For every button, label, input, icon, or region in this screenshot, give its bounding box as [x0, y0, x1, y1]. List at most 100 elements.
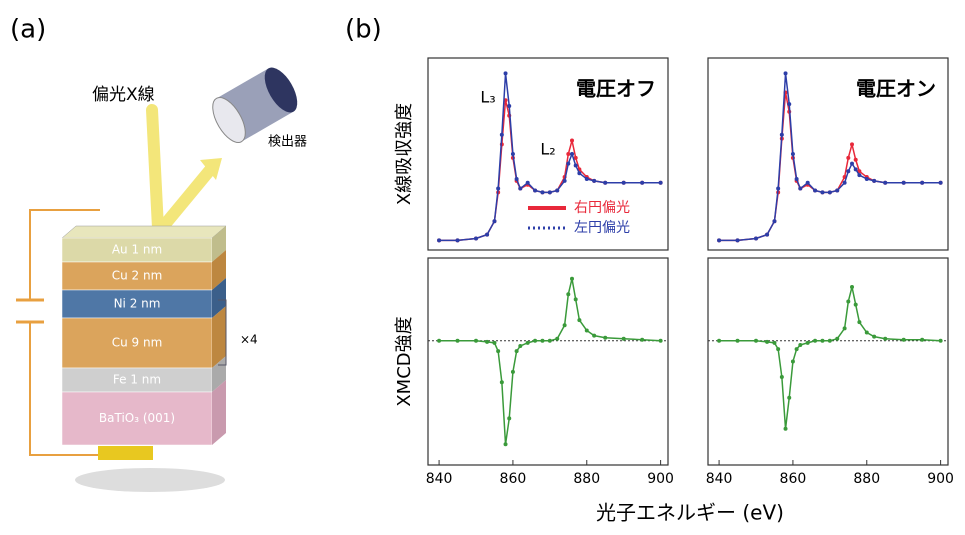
data-point — [798, 343, 802, 347]
legend-label: 右円偏光 — [574, 200, 630, 216]
data-point — [515, 349, 519, 353]
y-axis-label: X線吸収強度 — [394, 103, 415, 205]
data-point — [574, 297, 578, 301]
data-point — [791, 360, 795, 364]
data-point — [548, 190, 552, 194]
series-line — [719, 287, 941, 429]
data-point — [828, 339, 832, 343]
data-point — [474, 339, 478, 343]
data-point — [850, 285, 854, 289]
data-point — [456, 339, 460, 343]
data-point — [507, 104, 511, 108]
data-point — [555, 188, 559, 192]
data-point — [566, 152, 570, 156]
layer-label: Cu 9 nm — [112, 336, 163, 350]
data-point — [555, 337, 559, 341]
data-point — [939, 339, 943, 343]
page: {"figure_labels":["(a)","(b)"], "diagram… — [0, 0, 965, 535]
layer-label: Cu 2 nm — [112, 269, 163, 283]
data-point — [854, 167, 858, 171]
x-tick-label: 880 — [853, 471, 880, 487]
data-point — [798, 187, 802, 191]
data-point — [566, 162, 570, 166]
beam-in — [152, 110, 158, 228]
data-point — [518, 344, 522, 348]
x-tick-label: 860 — [780, 471, 807, 487]
data-point — [835, 188, 839, 192]
panel-label: (b) — [345, 15, 382, 45]
data-point — [795, 347, 799, 351]
beam-out — [162, 170, 210, 228]
x-tick-label: 840 — [706, 471, 733, 487]
data-point — [784, 71, 788, 75]
data-point — [850, 162, 854, 166]
data-point — [820, 339, 824, 343]
data-point — [806, 341, 810, 345]
data-point — [813, 339, 817, 343]
y-axis-label: XMCD強度 — [394, 316, 415, 406]
data-point — [504, 442, 508, 446]
data-point — [920, 181, 924, 185]
data-point — [485, 233, 489, 237]
data-point — [496, 349, 500, 353]
x-tick-label: 900 — [927, 471, 954, 487]
data-point — [659, 339, 663, 343]
data-point — [828, 190, 832, 194]
data-point — [437, 339, 441, 343]
data-point — [577, 318, 581, 322]
data-point — [640, 338, 644, 342]
data-point — [854, 303, 858, 307]
data-point — [485, 340, 489, 344]
data-point — [570, 139, 574, 143]
series-line — [719, 93, 941, 241]
x-tick-label: 900 — [647, 471, 674, 487]
data-point — [765, 340, 769, 344]
data-point — [850, 142, 854, 146]
figure: (a) (b) 偏光X線 検出器 Au 1 nmCu 2 nmNi 2 nmCu… — [0, 0, 965, 531]
data-point — [474, 236, 478, 240]
data-point — [533, 339, 537, 343]
data-point — [507, 416, 511, 420]
data-point — [533, 188, 537, 192]
data-point — [540, 190, 544, 194]
data-point — [806, 181, 810, 185]
data-point — [492, 341, 496, 345]
x-tick-label: 860 — [500, 471, 527, 487]
layer-top — [62, 226, 226, 238]
data-point — [772, 219, 776, 223]
data-point — [784, 427, 788, 431]
data-point — [846, 156, 850, 160]
data-point — [717, 238, 721, 242]
data-point — [795, 177, 799, 181]
data-point — [577, 171, 581, 175]
shadow — [75, 468, 225, 492]
data-point — [574, 164, 578, 168]
data-point — [865, 177, 869, 181]
beam-label: 偏光X線 — [92, 85, 155, 105]
data-point — [865, 331, 869, 335]
legend-label: 左円偏光 — [574, 220, 630, 236]
data-point — [622, 181, 626, 185]
data-point — [437, 238, 441, 242]
data-point — [511, 370, 515, 374]
data-point — [456, 238, 460, 242]
data-point — [563, 179, 567, 183]
data-point — [835, 337, 839, 341]
data-point — [500, 133, 504, 137]
data-point — [857, 173, 861, 177]
data-point — [717, 339, 721, 343]
battery — [16, 300, 44, 322]
data-point — [780, 133, 784, 137]
data-point — [883, 337, 887, 341]
panel-label: (a) — [10, 15, 46, 45]
data-point — [791, 152, 795, 156]
data-point — [820, 190, 824, 194]
data-point — [603, 336, 607, 340]
data-point — [939, 181, 943, 185]
layer-label: Fe 1 nm — [113, 373, 161, 387]
data-point — [526, 181, 530, 185]
data-point — [780, 375, 784, 379]
plot-frame — [708, 258, 948, 465]
layer-label: BaTiO₃ (001) — [99, 411, 175, 425]
